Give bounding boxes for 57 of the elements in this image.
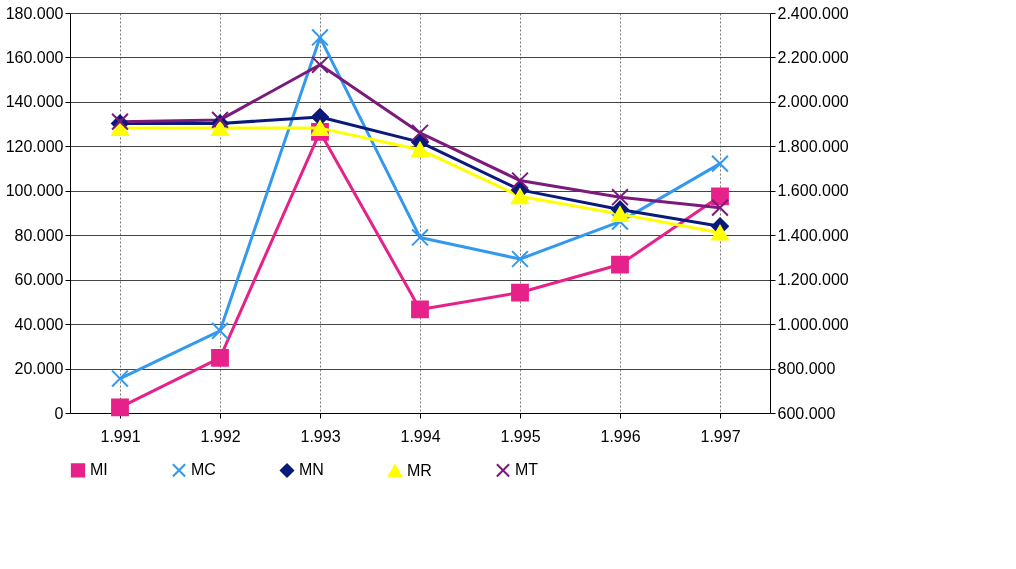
y2-tick-label: 2.000.000	[777, 93, 849, 111]
y-tick-label: 80.000	[14, 226, 64, 244]
y-tick-label: 40.000	[14, 315, 64, 333]
point	[511, 171, 529, 190]
y2-tick-label: 2.200.000	[777, 48, 849, 66]
x-tick-label: 1.992	[200, 427, 241, 445]
y2-tick-label: 1.400.000	[777, 226, 849, 244]
point	[211, 321, 229, 340]
y2-tick-label: 1.600.000	[777, 182, 849, 200]
point	[211, 120, 229, 136]
y-tick-label: 120.000	[5, 137, 64, 155]
y2-tick-label: 1.000.000	[777, 315, 849, 333]
point	[311, 28, 329, 47]
point	[611, 206, 629, 222]
y-tick-label: 160.000	[5, 48, 64, 66]
x-tick-label: 1.994	[400, 427, 441, 445]
point	[411, 141, 429, 158]
point	[511, 250, 529, 268]
y2-tick-label: 1.800.000	[777, 137, 849, 155]
point	[211, 110, 229, 129]
point	[611, 188, 629, 207]
legend-label: MN	[299, 461, 324, 479]
y2-tick-label: 2.400.000	[777, 4, 849, 22]
y-tick-label: 0	[54, 404, 64, 422]
point	[411, 228, 429, 247]
y-tick-label: 60.000	[14, 271, 64, 289]
point	[311, 120, 329, 136]
point	[711, 224, 729, 241]
y-tick-label: 180.000	[5, 4, 64, 22]
point	[511, 283, 529, 302]
y-tick-label: 20.000	[14, 360, 64, 378]
y2-tick-label: 800.000	[777, 360, 836, 378]
point	[511, 188, 529, 205]
point	[711, 154, 729, 173]
legend-label: MR	[407, 461, 432, 479]
point	[111, 369, 129, 388]
x-tick-label: 1.997	[700, 427, 741, 445]
point	[611, 255, 629, 274]
point	[411, 300, 429, 319]
y-tick-label: 100.000	[5, 182, 64, 200]
point	[211, 348, 229, 367]
y-tick-label: 140.000	[5, 93, 64, 111]
point	[411, 123, 429, 142]
legend-label: MT	[515, 461, 539, 479]
point	[711, 187, 729, 206]
x-tick-label: 1.991	[100, 427, 141, 445]
point	[311, 55, 329, 74]
legend-label: MI	[90, 461, 108, 479]
x-tick-label: 1.996	[600, 427, 641, 445]
point	[111, 398, 129, 417]
point	[711, 198, 729, 217]
y2-tick-label: 600.000	[777, 404, 836, 422]
point	[311, 108, 329, 126]
y2-tick-label: 1.200.000	[777, 271, 849, 289]
x-tick-label: 1.995	[500, 427, 541, 445]
legend-label: MC	[191, 461, 216, 479]
x-tick-label: 1.993	[300, 427, 341, 445]
